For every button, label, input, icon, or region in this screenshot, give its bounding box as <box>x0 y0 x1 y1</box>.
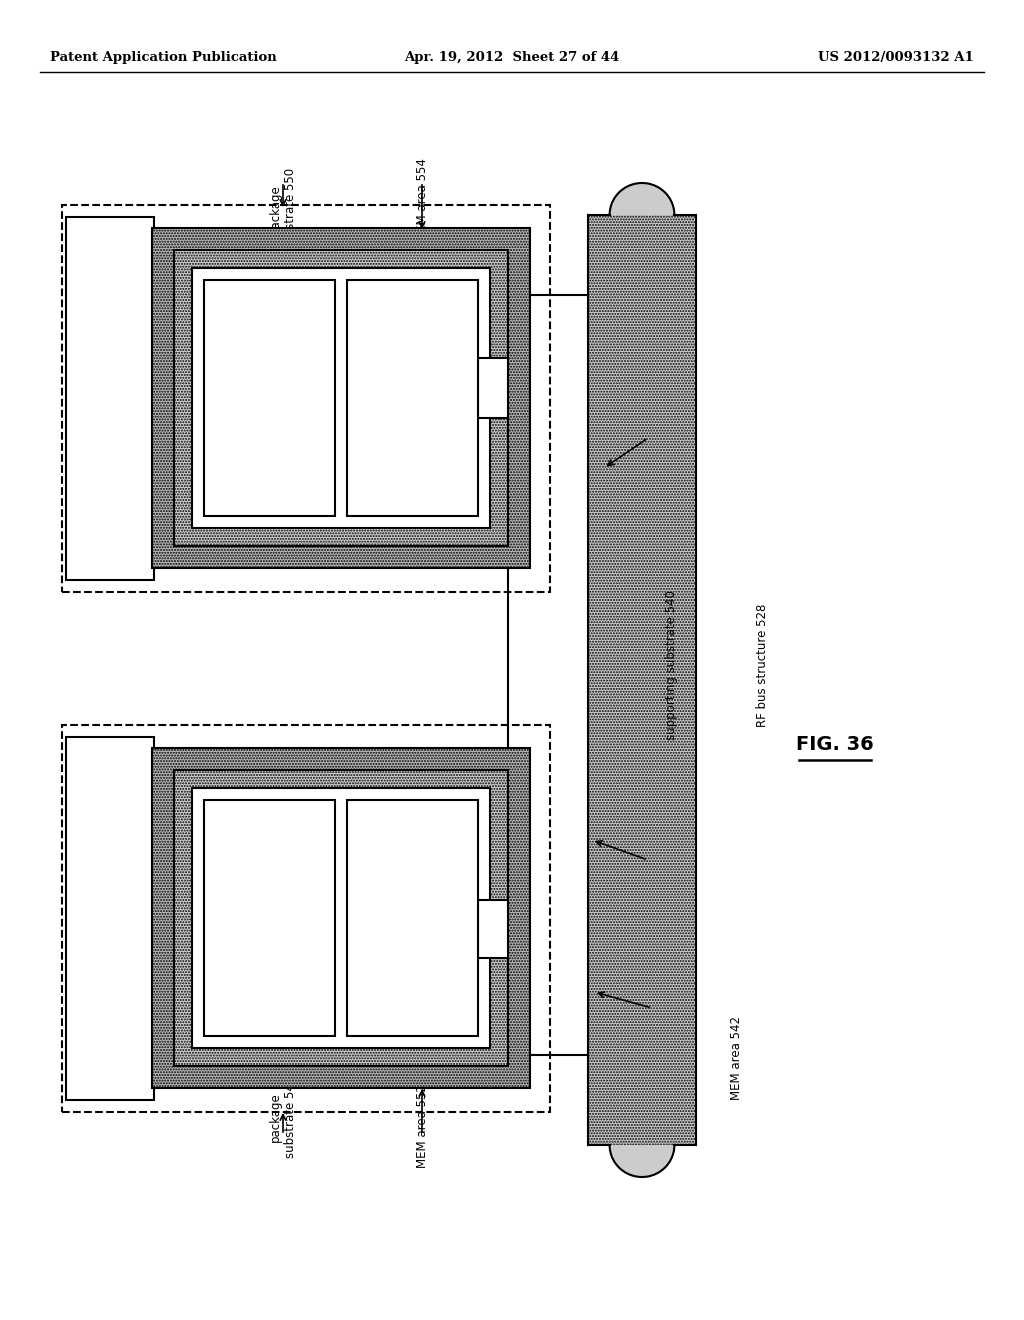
Bar <box>478 358 508 418</box>
Text: package
substrate 548: package substrate 548 <box>269 1076 297 1158</box>
Text: IC 500: IC 500 <box>106 898 120 935</box>
Bar <box>193 788 490 1048</box>
Bar <box>152 748 530 1088</box>
Text: antenna
interface 520: antenna interface 520 <box>258 883 280 953</box>
Bar <box>588 215 696 1144</box>
Bar <box>174 249 508 546</box>
Text: package
substrate 550: package substrate 550 <box>269 168 297 249</box>
Text: die 546: die 546 <box>186 372 200 417</box>
Polygon shape <box>609 1144 675 1177</box>
Text: Patent Application Publication: Patent Application Publication <box>50 51 276 65</box>
Text: Apr. 19, 2012  Sheet 27 of 44: Apr. 19, 2012 Sheet 27 of 44 <box>404 51 620 65</box>
Text: antenna
interface 522: antenna interface 522 <box>258 363 280 433</box>
Bar <box>174 770 508 1067</box>
Text: US 2012/0093132 A1: US 2012/0093132 A1 <box>818 51 974 65</box>
Text: antenna
structure 526: antenna structure 526 <box>401 363 423 433</box>
Bar <box>152 228 530 568</box>
Text: antenna
structure 524: antenna structure 524 <box>401 883 423 953</box>
Text: die 544: die 544 <box>186 894 200 939</box>
Bar <box>174 770 508 1067</box>
Bar <box>204 280 335 516</box>
Text: MEM area 554: MEM area 554 <box>416 158 428 242</box>
Text: MEM area 542: MEM area 542 <box>729 1016 742 1100</box>
Text: FIG. 36: FIG. 36 <box>796 735 873 755</box>
Bar <box>62 205 550 591</box>
Text: MEM area 552: MEM area 552 <box>416 1084 428 1168</box>
Text: supporting substrate 540: supporting substrate 540 <box>666 590 679 741</box>
Polygon shape <box>609 183 675 215</box>
Bar <box>152 748 530 1088</box>
Bar <box>204 800 335 1036</box>
Text: RF bus structure 528: RF bus structure 528 <box>756 603 768 727</box>
Bar <box>152 228 530 568</box>
Bar <box>193 268 490 528</box>
Bar <box>347 800 478 1036</box>
Bar <box>508 294 588 1055</box>
Bar <box>62 725 550 1111</box>
Bar <box>66 216 154 579</box>
Text: IC 502: IC 502 <box>106 376 120 413</box>
Bar <box>478 900 508 958</box>
Bar <box>174 249 508 546</box>
Bar <box>66 737 154 1100</box>
Bar <box>588 215 696 1144</box>
Bar <box>347 280 478 516</box>
